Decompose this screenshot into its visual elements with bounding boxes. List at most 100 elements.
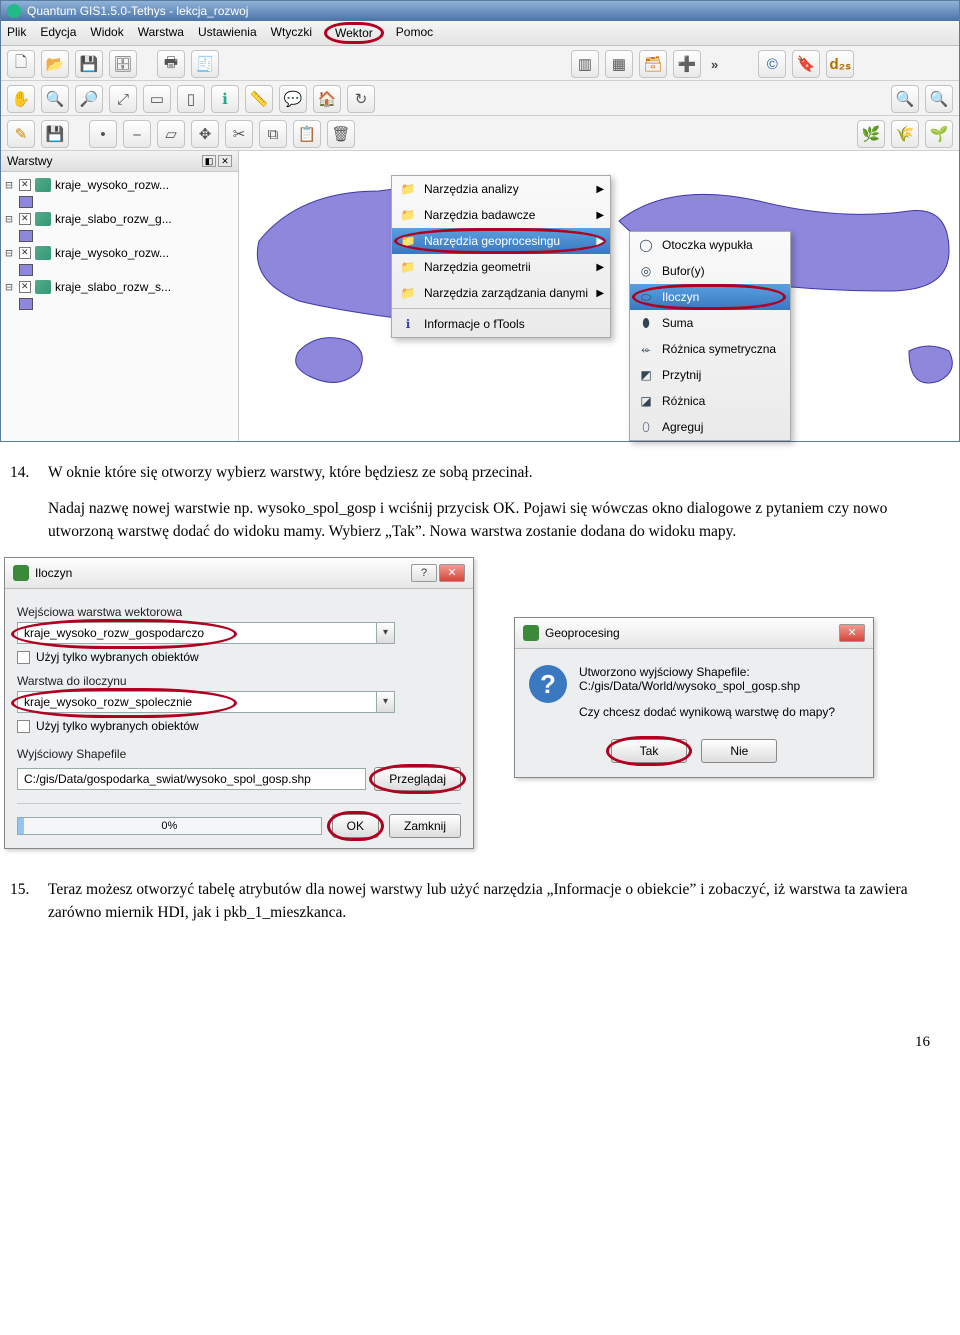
close-button[interactable]: Zamknij [389, 814, 461, 838]
layer-row[interactable]: ⊟kraje_wysoko_rozw... [3, 244, 236, 262]
tb-plant3-icon[interactable]: 🌱 [925, 120, 953, 148]
qgis-main-area: Warstwy ◧ ✕ ⊟kraje_wysoko_rozw... ⊟kraje… [1, 151, 959, 441]
qgis-menubar[interactable]: Plik Edycja Widok Warstwa Ustawienia Wty… [1, 21, 959, 46]
no-button[interactable]: Nie [701, 739, 777, 763]
menu-edycja[interactable]: Edycja [40, 25, 76, 41]
tb-plant2-icon[interactable]: 🌾 [891, 120, 919, 148]
chevron-right-icon: ▶ [596, 262, 604, 273]
tb-editsave-icon[interactable]: 💾 [41, 120, 69, 148]
folder-icon: 📁 [400, 207, 416, 223]
output-path-field[interactable] [17, 768, 366, 790]
layer-tree[interactable]: ⊟kraje_wysoko_rozw... ⊟kraje_slabo_rozw_… [1, 172, 238, 316]
submenu-roznica[interactable]: ◪Różnica [630, 388, 790, 414]
only-selected-checkbox-row[interactable]: Użyj tylko wybranych obiektów [17, 650, 461, 664]
browse-button[interactable]: Przeglądaj [374, 767, 461, 791]
tb-addpoint-icon[interactable]: • [89, 120, 117, 148]
intersect-icon [13, 565, 29, 581]
only-selected-checkbox[interactable] [17, 651, 30, 664]
tb-addpoly-icon[interactable]: ▱ [157, 120, 185, 148]
intersect-layer-field[interactable] [17, 691, 377, 713]
tb-zoomlast-icon[interactable]: 🔍 [925, 85, 953, 113]
only-selected-checkbox-row-2[interactable]: Użyj tylko wybranych obiektów [17, 719, 461, 733]
layer-row[interactable]: ⊟kraje_slabo_rozw_s... [3, 278, 236, 296]
tb-plant1-icon[interactable]: 🌿 [857, 120, 885, 148]
tb-move-icon[interactable]: ✥ [191, 120, 219, 148]
tb-d2s-icon[interactable]: d₂ₛ [826, 50, 854, 78]
intersect-layer-combo[interactable]: ▾ [17, 691, 461, 713]
tb-adddb-icon[interactable]: 🗃 [639, 50, 667, 78]
menu-wektor[interactable]: Wektor [324, 22, 384, 44]
submenu-suma[interactable]: ⬮Suma [630, 310, 790, 336]
tb-saveas-icon[interactable]: 🗄 [109, 50, 137, 78]
tb-bookmark-icon[interactable]: 🔖 [792, 50, 820, 78]
dialog-close-icon[interactable]: ✕ [439, 564, 465, 582]
menu-item-narzedzia-analizy[interactable]: 📁Narzędzia analizy▶ [392, 176, 610, 202]
menu-widok[interactable]: Widok [90, 25, 123, 41]
menu-item-narzedzia-geometrii[interactable]: 📁Narzędzia geometrii▶ [392, 254, 610, 280]
tb-cut-icon[interactable]: ✂ [225, 120, 253, 148]
layers-undock-icon[interactable]: ◧ [202, 155, 216, 167]
chevron-down-icon[interactable]: ▾ [377, 622, 395, 644]
tb-addline-icon[interactable]: ⎯ [123, 120, 151, 148]
tb-addvector-icon[interactable]: ▥ [571, 50, 599, 78]
menu-pomoc[interactable]: Pomoc [396, 25, 433, 41]
tb-print-icon[interactable]: 🖶 [157, 50, 185, 78]
tb-pan-icon[interactable]: ✋ [7, 85, 35, 113]
layers-close-icon[interactable]: ✕ [218, 155, 232, 167]
menu-plik[interactable]: Plik [7, 25, 26, 41]
dialog-close-icon[interactable]: ✕ [839, 624, 865, 642]
menu-ustawienia[interactable]: Ustawienia [198, 25, 257, 41]
menu-item-narzedzia-geoprocesingu[interactable]: 📁Narzędzia geoprocesingu▶ [392, 228, 610, 254]
ok-button[interactable]: OK [332, 814, 379, 838]
tb-deselect-icon[interactable]: ▯ [177, 85, 205, 113]
tb-zoomfull-icon[interactable]: ⤢ [109, 85, 137, 113]
menu-wtyczki[interactable]: Wtyczki [271, 25, 312, 41]
tb-select-icon[interactable]: ▭ [143, 85, 171, 113]
tb-measure-icon[interactable]: 📏 [245, 85, 273, 113]
para14-line1: W oknie które się otworzy wybierz warstw… [48, 462, 950, 484]
qgis-toolbar-row-1: 🗋 📂 💾 🗄 🖶 🧾 ▥ ▦ 🗃 ➕ » © 🔖 d₂ₛ [1, 46, 959, 81]
input-vector-combo[interactable]: ▾ [17, 622, 461, 644]
submenu-iloczyn[interactable]: ⬭Iloczyn [630, 284, 790, 310]
tb-overflow-icon[interactable]: » [707, 57, 722, 72]
submenu-otoczka[interactable]: ◯Otoczka wypukła [630, 232, 790, 258]
submenu-agreguj[interactable]: ⬯Agreguj [630, 414, 790, 440]
chevron-right-icon: ▶ [596, 210, 604, 221]
tb-copy-icon[interactable]: ⧉ [259, 120, 287, 148]
tb-composer-icon[interactable]: 🧾 [191, 50, 219, 78]
layer-row[interactable]: ⊟kraje_wysoko_rozw... [3, 176, 236, 194]
tb-refresh-icon[interactable]: ↻ [347, 85, 375, 113]
tb-maptips-icon[interactable]: 💬 [279, 85, 307, 113]
menu-item-informacje-ftools[interactable]: ℹInformacje o fTools [392, 311, 610, 337]
tb-identify-icon[interactable]: ℹ [211, 85, 239, 113]
tb-copyright-icon[interactable]: © [758, 50, 786, 78]
tb-addwms-icon[interactable]: ➕ [673, 50, 701, 78]
menu-item-narzedzia-zarzadzania[interactable]: 📁Narzędzia zarządzania danymi▶ [392, 280, 610, 306]
geoprocesing-submenu[interactable]: ◯Otoczka wypukła ◎Bufor(y) ⬭Iloczyn ⬮Sum… [629, 231, 791, 441]
tb-zoomout-icon[interactable]: 🔎 [75, 85, 103, 113]
tb-paste-icon[interactable]: 📋 [293, 120, 321, 148]
chevron-right-icon: ▶ [596, 288, 604, 299]
tb-addraster-icon[interactable]: ▦ [605, 50, 633, 78]
chevron-down-icon[interactable]: ▾ [377, 691, 395, 713]
tb-zoomin-icon[interactable]: 🔍 [41, 85, 69, 113]
input-vector-field[interactable] [17, 622, 377, 644]
yes-button[interactable]: Tak [611, 739, 688, 763]
tb-zoomlayer-icon[interactable]: 🔍 [891, 85, 919, 113]
confirm-body: ? Utworzono wyjściowy Shapefile: C:/gis/… [515, 649, 873, 729]
menu-warstwa[interactable]: Warstwa [138, 25, 184, 41]
submenu-przytnij[interactable]: ◩Przytnij [630, 362, 790, 388]
dialog-help-icon[interactable]: ? [411, 564, 437, 582]
tb-home-icon[interactable]: 🏠 [313, 85, 341, 113]
menu-item-narzedzia-badawcze[interactable]: 📁Narzędzia badawcze▶ [392, 202, 610, 228]
tb-new-icon[interactable]: 🗋 [7, 50, 35, 78]
layer-row[interactable]: ⊟kraje_slabo_rozw_g... [3, 210, 236, 228]
tb-save-icon[interactable]: 💾 [75, 50, 103, 78]
submenu-bufor[interactable]: ◎Bufor(y) [630, 258, 790, 284]
tb-edit-icon[interactable]: ✎ [7, 120, 35, 148]
tb-delete-icon[interactable]: 🗑 [327, 120, 355, 148]
wektor-menu-dropdown[interactable]: 📁Narzędzia analizy▶ 📁Narzędzia badawcze▶… [391, 175, 611, 338]
only-selected-checkbox-2[interactable] [17, 720, 30, 733]
submenu-roznica-sym[interactable]: ⬰Różnica symetryczna [630, 336, 790, 362]
tb-open-icon[interactable]: 📂 [41, 50, 69, 78]
